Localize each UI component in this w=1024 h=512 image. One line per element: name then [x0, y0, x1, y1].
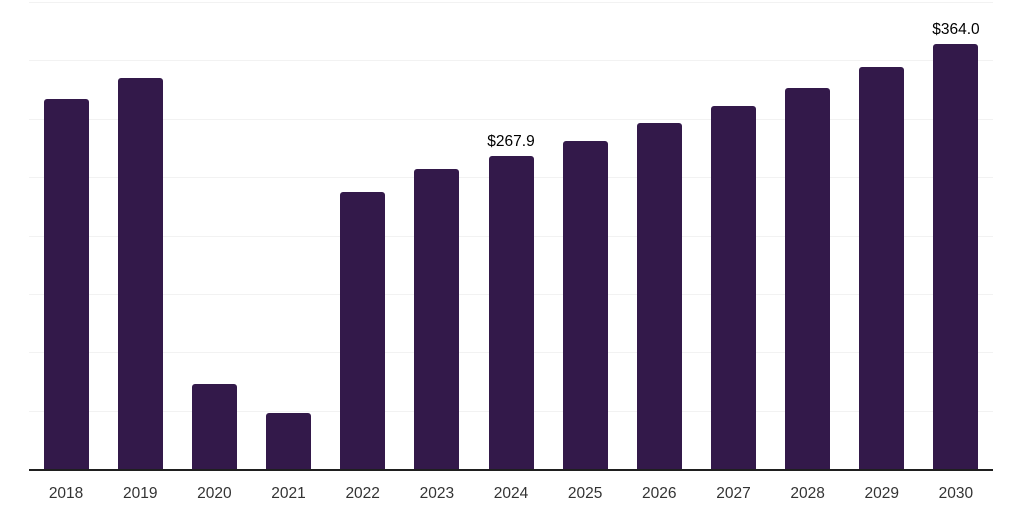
bar-2028	[785, 87, 831, 469]
bar-2024	[488, 156, 534, 469]
x-tick-2020: 2020	[197, 485, 232, 502]
x-tick-2019: 2019	[122, 485, 158, 502]
x-tick-2029: 2029	[864, 485, 899, 502]
x-tick-2025: 2025	[567, 485, 603, 502]
plot-area: $267.9 $364.0	[29, 2, 993, 471]
bar-2023	[414, 169, 460, 469]
x-tick-2021: 2021	[271, 485, 306, 502]
bar-2027	[710, 106, 756, 469]
x-tick-2028: 2028	[790, 485, 825, 502]
x-tick-2024: 2024	[493, 485, 529, 502]
bar-2025	[562, 140, 608, 469]
x-tick-2022: 2022	[345, 485, 380, 502]
bar-2022	[340, 191, 386, 469]
gridline-300	[29, 118, 993, 120]
bar-2021	[266, 413, 312, 469]
gridline-400	[29, 2, 993, 3]
gridline-350	[29, 60, 993, 62]
bar-2030	[933, 44, 979, 469]
bar-2019	[117, 77, 163, 469]
x-tick-2018: 2018	[48, 485, 84, 502]
data-label-2024: $267.9	[487, 132, 535, 150]
bar-2020	[191, 383, 237, 469]
bar-2018	[43, 99, 89, 469]
bar-2029	[859, 66, 905, 469]
x-tick-2023: 2023	[419, 485, 455, 502]
bar-2026	[636, 123, 682, 469]
x-tick-2026: 2026	[642, 485, 677, 502]
x-tick-2027: 2027	[716, 485, 751, 502]
data-label-2030: $364.0	[932, 20, 980, 38]
x-tick-2030: 2030	[938, 485, 974, 502]
